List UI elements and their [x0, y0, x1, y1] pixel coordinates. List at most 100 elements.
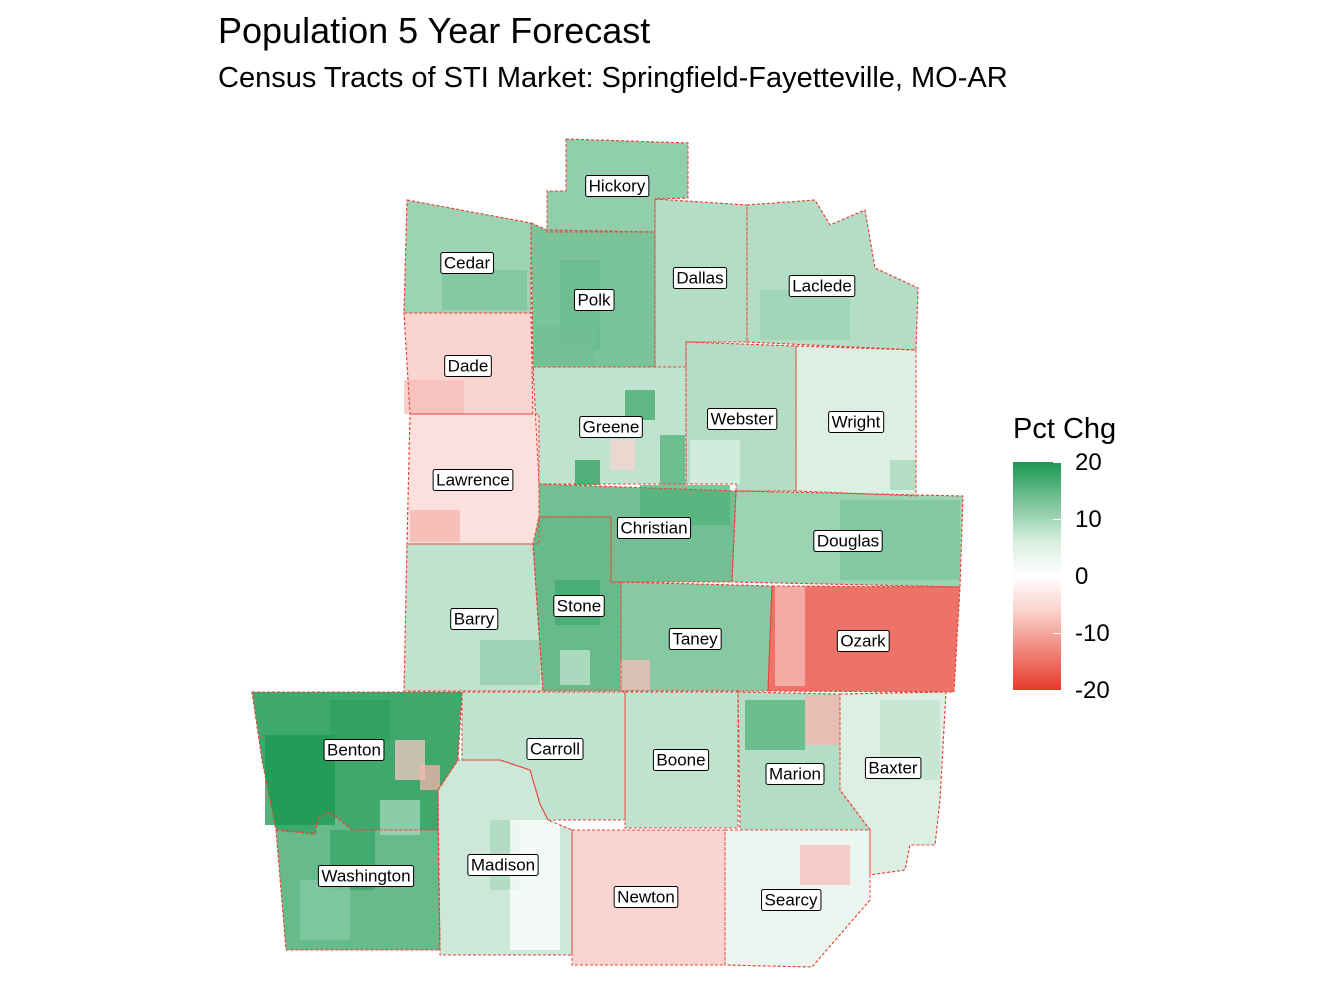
county-label-text: Stone [557, 597, 601, 616]
legend-tickmark [1053, 690, 1061, 691]
county-label-ozark: Ozark [836, 630, 890, 652]
county-border [406, 413, 540, 545]
county-label-carroll: Carroll [526, 738, 584, 760]
county-border [737, 691, 871, 831]
county-border [546, 138, 689, 233]
tract-patch [330, 700, 390, 740]
county-label-douglas: Douglas [813, 530, 883, 552]
county-label-benton: Benton [323, 739, 385, 761]
tract-patch [300, 880, 350, 940]
county-border [275, 811, 441, 951]
county-label-text: Webster [711, 410, 774, 429]
tract-patch [265, 735, 335, 825]
county-label-searcy: Searcy [761, 889, 822, 911]
legend-title: Pct Chg [1013, 413, 1117, 445]
county-border [624, 691, 739, 829]
county-label-stone: Stone [553, 595, 605, 617]
county-label-text: Ozark [840, 632, 886, 651]
county-label-text: Madison [471, 856, 535, 875]
legend-tick-label: -10 [1075, 620, 1110, 647]
county-border [571, 829, 726, 966]
chart-title: Population 5 Year Forecast [218, 10, 651, 51]
county-label-text: Washington [321, 867, 410, 886]
county-label-text: Greene [583, 418, 640, 437]
county-label-text: Lawrence [436, 471, 510, 490]
county-label-christian: Christian [616, 517, 692, 539]
county-border [437, 759, 573, 956]
legend-tick-label: -20 [1075, 677, 1110, 704]
tract-patch [575, 460, 600, 485]
tract-patch [610, 440, 635, 470]
tract-patch [800, 845, 850, 885]
legend-tick-label: 10 [1075, 506, 1102, 533]
county-label-greene: Greene [579, 416, 643, 438]
legend-tick-label: 0 [1075, 563, 1089, 590]
county-label-text: Benton [327, 741, 381, 760]
tract-patch [625, 390, 655, 420]
county-label-text: Carroll [530, 740, 580, 759]
tract-patch [690, 440, 740, 484]
county-label-text: Baxter [868, 759, 917, 778]
county-border [795, 345, 917, 497]
tract-patch [420, 765, 440, 790]
county-label-barry: Barry [450, 608, 499, 630]
county-label-text: Boone [656, 751, 705, 770]
tract-patch [660, 435, 685, 485]
tract-patch [805, 695, 840, 745]
tract-patch [404, 380, 464, 414]
county-label-text: Taney [672, 630, 718, 649]
county-label-text: Dallas [676, 269, 723, 288]
county-label-text: Polk [577, 291, 611, 310]
county-label-washington: Washington [317, 865, 415, 887]
tract-patch [380, 800, 420, 835]
county-border [251, 691, 463, 835]
county-label-polk: Polk [573, 289, 615, 311]
county-label-text: Barry [454, 610, 495, 629]
county-border [731, 490, 964, 588]
tract-patch [535, 325, 595, 365]
county-border [746, 199, 919, 351]
legend-tick-label: 20 [1075, 449, 1102, 476]
county-label-taney: Taney [668, 628, 722, 650]
county-label-madison: Madison [467, 854, 539, 876]
county-label-text: Dade [448, 357, 489, 376]
county-label-newton: Newton [613, 886, 679, 908]
tract-patch [480, 640, 540, 685]
tract-patch [620, 660, 650, 690]
county-label-marion: Marion [765, 763, 825, 785]
county-label-webster: Webster [707, 408, 778, 430]
county-label-lawrence: Lawrence [432, 469, 514, 491]
tract-patch [410, 510, 460, 542]
legend-tickmark [1053, 576, 1061, 577]
tract-patch [760, 290, 850, 340]
county-label-wright: Wright [828, 411, 885, 433]
county-border [620, 581, 773, 692]
county-label-text: Douglas [817, 532, 879, 551]
county-border [767, 585, 961, 693]
county-border [724, 829, 871, 968]
county-label-laclede: Laclede [788, 275, 856, 297]
county-label-dade: Dade [444, 355, 492, 377]
county-label-text: Christian [620, 519, 687, 538]
legend-tickmark [1053, 633, 1061, 634]
tract-patch [890, 460, 916, 490]
county-label-baxter: Baxter [864, 757, 922, 779]
tract-patch [560, 650, 590, 685]
county-label-text: Laclede [792, 277, 852, 296]
county-label-hickory: Hickory [585, 175, 650, 197]
county-label-text: Searcy [765, 891, 818, 910]
county-label-text: Marion [769, 765, 821, 784]
tract-patch [745, 700, 805, 750]
county-label-text: Wright [832, 413, 881, 432]
county-label-text: Hickory [589, 177, 646, 196]
legend-tickmark [1053, 462, 1061, 463]
county-label-boone: Boone [652, 749, 710, 771]
county-label-text: Newton [617, 888, 675, 907]
county-label-text: Cedar [444, 254, 491, 273]
chart-subtitle: Census Tracts of STI Market: Springfield… [218, 62, 1008, 94]
county-border [839, 691, 947, 876]
tract-patch [775, 586, 805, 686]
legend-tickmark [1053, 519, 1061, 520]
county-border [403, 543, 544, 692]
